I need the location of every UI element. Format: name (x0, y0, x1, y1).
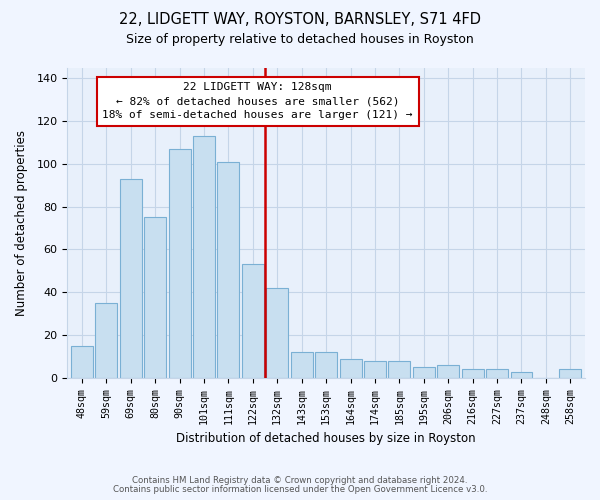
Bar (511, 372, 532, 378)
Bar (340, 358, 362, 378)
Bar (486, 370, 508, 378)
Bar (413, 367, 435, 378)
Bar (266, 288, 288, 378)
Bar (193, 136, 215, 378)
Bar (461, 370, 484, 378)
Text: 22 LIDGETT WAY: 128sqm
← 82% of detached houses are smaller (562)
18% of semi-de: 22 LIDGETT WAY: 128sqm ← 82% of detached… (103, 82, 413, 120)
Text: 22, LIDGETT WAY, ROYSTON, BARNSLEY, S71 4FD: 22, LIDGETT WAY, ROYSTON, BARNSLEY, S71 … (119, 12, 481, 28)
Bar (315, 352, 337, 378)
Bar (559, 370, 581, 378)
Bar (290, 352, 313, 378)
Bar (217, 162, 239, 378)
Text: Contains public sector information licensed under the Open Government Licence v3: Contains public sector information licen… (113, 485, 487, 494)
Bar (388, 361, 410, 378)
X-axis label: Distribution of detached houses by size in Royston: Distribution of detached houses by size … (176, 432, 476, 445)
Bar (144, 218, 166, 378)
Bar (364, 361, 386, 378)
Bar (169, 149, 191, 378)
Bar (242, 264, 264, 378)
Bar (71, 346, 93, 378)
Bar (95, 303, 117, 378)
Text: Size of property relative to detached houses in Royston: Size of property relative to detached ho… (126, 32, 474, 46)
Bar (119, 179, 142, 378)
Text: Contains HM Land Registry data © Crown copyright and database right 2024.: Contains HM Land Registry data © Crown c… (132, 476, 468, 485)
Bar (437, 365, 459, 378)
Y-axis label: Number of detached properties: Number of detached properties (15, 130, 28, 316)
